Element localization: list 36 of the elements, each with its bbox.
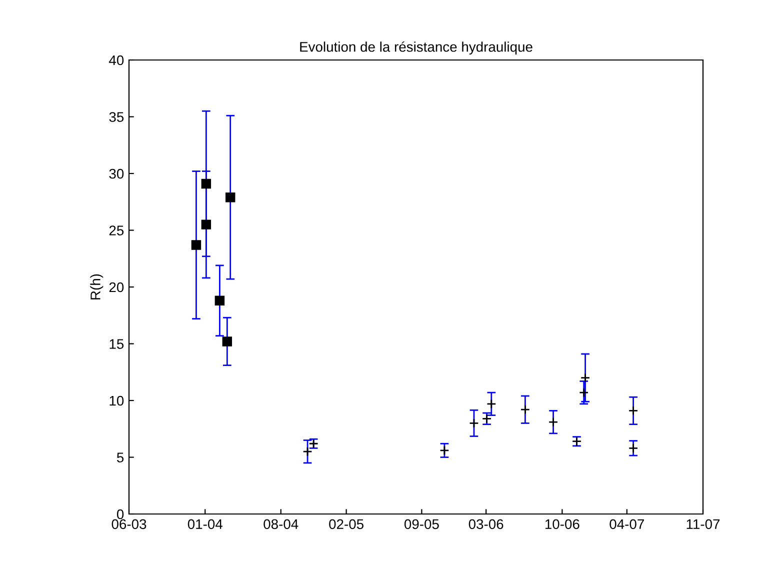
x-tick-label: 02-05 (329, 519, 364, 530)
y-axis-title: R(h) (90, 274, 104, 300)
x-tick-label: 10-06 (545, 519, 580, 530)
x-tick-label: 04-07 (610, 519, 644, 530)
point (520, 404, 530, 414)
y-tick-label: 40 (109, 55, 124, 66)
point (628, 443, 638, 454)
y-tick-label: 5 (116, 452, 124, 462)
y-tick-label: 15 (110, 339, 124, 349)
y-tick-label: 35 (109, 112, 124, 122)
point (201, 220, 212, 230)
point (486, 399, 496, 409)
y-tick-label: 20 (109, 282, 124, 292)
x-tick-label: 03-06 (468, 519, 504, 530)
y-tick-label: 30 (109, 168, 124, 179)
point (302, 446, 312, 456)
y-tick-label: 0 (116, 509, 124, 520)
point (201, 178, 212, 189)
x-tick-label: 09-05 (404, 519, 439, 530)
x-tick-label: 06-03 (112, 519, 146, 530)
point (440, 446, 450, 456)
point (469, 418, 479, 428)
x-tick-label: 11-07 (686, 519, 720, 530)
y-tick-label: 10 (110, 396, 124, 406)
point (579, 388, 589, 398)
point (222, 336, 232, 346)
chart-title: Evolution de la résistance hydraulique (300, 41, 532, 55)
x-tick-label: 08-04 (264, 519, 298, 530)
point (580, 372, 590, 383)
y-tick-label: 25 (109, 226, 124, 236)
point (628, 406, 638, 416)
point (191, 240, 202, 250)
x-tick-label: 01-04 (188, 519, 222, 530)
point (225, 192, 236, 202)
point (548, 417, 558, 427)
point (214, 296, 225, 306)
